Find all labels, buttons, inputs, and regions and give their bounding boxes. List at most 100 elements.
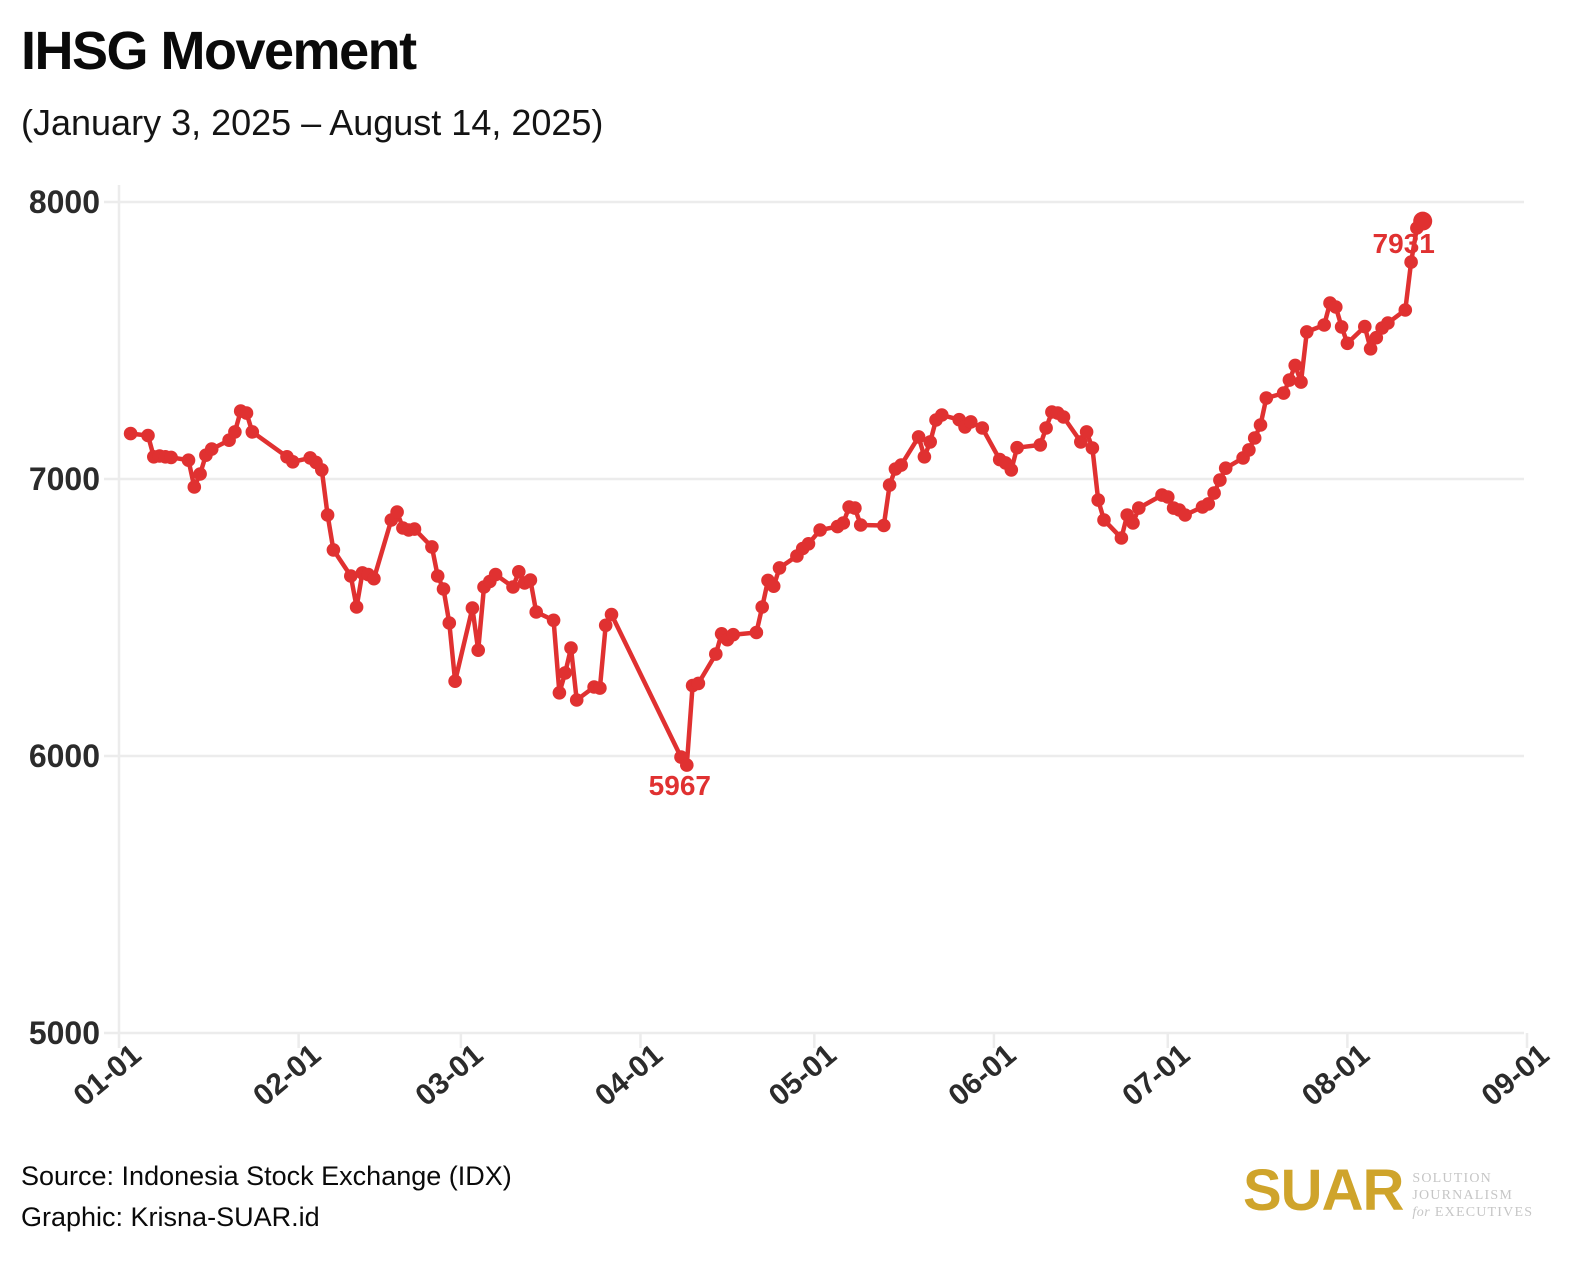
data-point bbox=[187, 480, 202, 494]
data-point bbox=[1276, 386, 1291, 400]
data-point bbox=[801, 537, 816, 551]
data-point bbox=[552, 686, 567, 700]
suar-logo: SUAR SOLUTION JOURNALISM for EXECUTIVES bbox=[1243, 1160, 1588, 1221]
data-point bbox=[1004, 463, 1019, 477]
data-point bbox=[911, 430, 926, 444]
data-point bbox=[367, 571, 381, 586]
data-point bbox=[680, 758, 694, 772]
data-point bbox=[448, 674, 462, 688]
data-point bbox=[239, 406, 254, 420]
data-point bbox=[471, 643, 486, 657]
data-point bbox=[1114, 531, 1129, 545]
data-point bbox=[1288, 358, 1302, 373]
source-note: Source: Indonesia Stock Exchange (IDX) bbox=[21, 1161, 512, 1191]
data-point bbox=[228, 425, 242, 439]
data-point bbox=[755, 600, 769, 614]
page-subtitle: (January 3, 2025 – August 14, 2025) bbox=[21, 102, 604, 143]
data-point bbox=[558, 666, 572, 680]
data-point bbox=[204, 442, 219, 456]
data-point bbox=[848, 501, 862, 515]
data-point bbox=[1218, 461, 1233, 476]
data-point bbox=[123, 426, 138, 441]
data-point bbox=[465, 601, 480, 615]
data-point bbox=[923, 435, 937, 449]
data-point bbox=[1294, 375, 1308, 389]
data-point bbox=[436, 582, 451, 596]
suar-tagline-line1: SOLUTION JOURNALISM bbox=[1412, 1171, 1514, 1203]
y-tick-label: 6000 bbox=[29, 738, 100, 774]
data-point bbox=[1126, 516, 1140, 530]
data-point bbox=[425, 540, 439, 554]
min-value-label: 5967 bbox=[649, 770, 711, 801]
data-point bbox=[512, 565, 526, 579]
y-tick-label: 7000 bbox=[29, 461, 100, 497]
data-point bbox=[877, 518, 891, 533]
data-point bbox=[1207, 486, 1221, 500]
x-tick-label: 08-01 bbox=[1296, 1038, 1376, 1113]
data-point bbox=[749, 625, 764, 640]
data-point bbox=[853, 518, 868, 532]
price-line bbox=[128, 218, 1425, 768]
data-point bbox=[598, 618, 613, 633]
y-tick-label: 8000 bbox=[29, 184, 100, 220]
page-title: IHSG Movement bbox=[21, 21, 417, 81]
data-point bbox=[488, 567, 503, 582]
data-point bbox=[766, 579, 781, 593]
data-point bbox=[1074, 435, 1088, 449]
x-tick-label: 05-01 bbox=[763, 1038, 843, 1113]
footer: Source: Indonesia Stock Exchange (IDX) G… bbox=[21, 1156, 512, 1238]
data-point bbox=[1091, 493, 1105, 507]
data-point bbox=[320, 508, 335, 522]
data-point bbox=[894, 458, 908, 472]
x-tick-label: 06-01 bbox=[942, 1038, 1022, 1113]
x-tick-label: 07-01 bbox=[1116, 1038, 1196, 1113]
data-point bbox=[935, 408, 949, 422]
data-point bbox=[691, 676, 706, 691]
data-point bbox=[1242, 443, 1256, 457]
data-point bbox=[726, 627, 740, 642]
data-point bbox=[181, 453, 196, 468]
credit-note: Graphic: Krisna-SUAR.id bbox=[21, 1202, 320, 1232]
data-point bbox=[1097, 513, 1111, 527]
data-point bbox=[836, 516, 851, 530]
data-point bbox=[193, 467, 207, 481]
data-point bbox=[1329, 300, 1343, 314]
data-point bbox=[1213, 473, 1227, 487]
data-point bbox=[344, 569, 358, 583]
data-point bbox=[1033, 438, 1048, 452]
data-point bbox=[593, 681, 607, 695]
y-tick-label: 5000 bbox=[29, 1015, 100, 1051]
data-point bbox=[1282, 373, 1297, 387]
data-point bbox=[1317, 318, 1331, 332]
x-tick-label: 03-01 bbox=[409, 1038, 489, 1113]
data-point bbox=[1039, 421, 1053, 435]
data-point bbox=[964, 415, 978, 429]
max-value-label: 7931 bbox=[1373, 228, 1435, 259]
data-point bbox=[529, 605, 543, 619]
data-point bbox=[286, 455, 300, 469]
data-point bbox=[546, 613, 561, 628]
data-point bbox=[245, 425, 260, 439]
data-point bbox=[442, 616, 457, 630]
suar-wordmark: SUAR bbox=[1243, 1157, 1404, 1223]
data-point bbox=[1178, 508, 1192, 522]
data-point bbox=[164, 450, 178, 465]
data-point bbox=[772, 561, 787, 575]
data-point bbox=[523, 573, 538, 587]
data-point bbox=[1056, 410, 1071, 424]
data-point bbox=[326, 543, 341, 557]
suar-tagline-for: for bbox=[1412, 1205, 1431, 1220]
data-point bbox=[709, 647, 723, 661]
data-point bbox=[975, 421, 990, 435]
data-point bbox=[1358, 319, 1372, 334]
data-point bbox=[349, 600, 364, 614]
data-point bbox=[1300, 325, 1314, 339]
data-point bbox=[569, 693, 584, 707]
data-point bbox=[917, 450, 932, 464]
data-point bbox=[1161, 490, 1175, 504]
data-point bbox=[506, 580, 520, 594]
data-point bbox=[390, 505, 404, 519]
data-point bbox=[1404, 255, 1418, 269]
